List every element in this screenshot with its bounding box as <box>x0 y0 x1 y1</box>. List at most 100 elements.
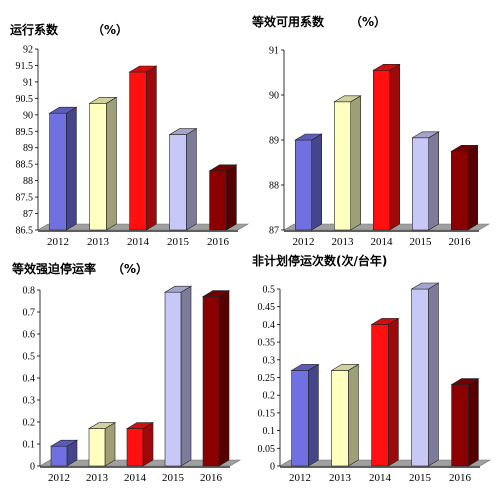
y-tick-label: 0.35 <box>258 338 276 349</box>
bar-top <box>450 378 480 385</box>
bar-front <box>49 112 67 231</box>
bar-2014 <box>125 422 155 467</box>
bar-2016 <box>208 164 238 231</box>
chart-floor-edge <box>38 230 238 232</box>
bar-side <box>428 282 439 467</box>
y-tick-label: 0.5 <box>23 352 36 363</box>
bar-side <box>142 422 154 467</box>
y-tick-label: 91.5 <box>16 61 34 72</box>
y-tick-label: 0.4 <box>263 320 276 331</box>
y-tick-label: 89 <box>269 136 279 147</box>
bar-front <box>451 150 468 231</box>
chart-floor-edge <box>40 466 230 468</box>
x-tick-label: 2015 <box>410 236 433 248</box>
bar-side <box>428 131 440 231</box>
bar-top <box>201 290 231 297</box>
x-tick-label: 2015 <box>167 236 190 248</box>
y-tick-label: 0.05 <box>258 444 276 455</box>
bar-top <box>333 95 362 103</box>
x-tick-label: 2016 <box>200 472 223 484</box>
bar-top <box>168 128 198 135</box>
y-tick-label: 90.5 <box>16 94 34 105</box>
chart-title: 等效强迫停运率 <box>11 261 96 276</box>
bar-2014 <box>372 63 401 231</box>
bar-top <box>370 318 400 325</box>
bar-front <box>373 69 390 231</box>
chart-title: 非计划停运次数(次/台年) <box>252 253 387 268</box>
y-tick-label: 88 <box>23 176 33 187</box>
bar-top <box>128 65 158 73</box>
bar-front <box>371 324 389 467</box>
chart-panel-4: 非计划停运次数(次/台年) 0 0.05 0.1 0.15 0.2 0.25 0.3 0.35 0… <box>252 253 492 484</box>
bar-top <box>49 439 79 447</box>
bar-side <box>218 290 230 467</box>
bar-top <box>330 364 360 371</box>
bar-front <box>164 291 182 467</box>
y-tick-label: 90 <box>269 91 279 102</box>
x-tick-label: 2013 <box>332 236 355 248</box>
bar-top <box>88 97 118 104</box>
y-tick-label: 0.1 <box>263 426 276 437</box>
chart-floor-edge <box>280 466 480 468</box>
y-tick-label: 0.45 <box>258 302 276 313</box>
x-tick-label: 2014 <box>124 472 147 484</box>
bar-front <box>126 428 144 467</box>
bar-side <box>348 363 359 467</box>
bar-side <box>308 363 319 467</box>
bar-2012 <box>290 363 320 467</box>
bar-2013 <box>88 96 118 231</box>
y-tick-label: 0.6 <box>23 330 36 341</box>
y-tick-label: 0.3 <box>23 396 36 407</box>
chart-panel-2: 等效可用系数 （%） 87 88 89 90 91 2012 2013 2014 2015 2016 <box>251 14 491 248</box>
bar-front <box>202 296 220 467</box>
bar-top <box>450 145 479 152</box>
bar-top <box>410 282 440 290</box>
x-tick-label: 2013 <box>87 236 110 248</box>
bar-top <box>125 422 155 429</box>
bar-side <box>146 65 157 231</box>
chart-unit: （%） <box>92 22 128 37</box>
y-tick-label: 86.5 <box>16 226 34 237</box>
bar-2013 <box>330 363 360 467</box>
chart-title: 等效可用系数 <box>251 14 325 29</box>
bar-front <box>291 370 309 467</box>
chart-unit: （%） <box>112 261 148 276</box>
y-tick-label: 92 <box>23 45 33 56</box>
bar-top <box>372 64 401 71</box>
y-tick-label: 0.3 <box>263 355 276 366</box>
x-tick-label: 2014 <box>127 236 150 248</box>
y-tick-label: 0 <box>270 462 275 473</box>
y-tick-label: 0.25 <box>258 373 276 384</box>
chart-floor-edge <box>284 230 479 232</box>
bar-side <box>388 317 399 467</box>
bar-side <box>106 96 117 231</box>
y-tick-label: 90 <box>23 110 33 121</box>
bar-front <box>411 288 429 467</box>
bar-2013 <box>333 95 362 231</box>
bar-top <box>87 422 117 429</box>
bar-side <box>311 133 323 231</box>
bar-front <box>331 370 349 467</box>
bar-top <box>48 106 78 114</box>
bar-2016 <box>450 144 479 231</box>
bar-front <box>209 170 227 231</box>
bar-2012 <box>48 106 78 231</box>
bar-2013 <box>87 422 117 467</box>
y-tick-label: 91 <box>269 46 279 57</box>
x-tick-label: 2012 <box>289 472 311 484</box>
bar-front <box>412 137 429 231</box>
bar-side <box>389 63 401 231</box>
x-tick-label: 2013 <box>329 472 352 484</box>
chart-panel-1: 运行系数 （%） 86.5 87 87.5 88 88.5 89 89.5 90 90.5 91 91.… <box>10 22 250 248</box>
bar-2012 <box>294 133 323 231</box>
bar-top <box>294 133 323 141</box>
x-tick-label: 2016 <box>449 236 472 248</box>
y-tick-label: 88 <box>269 181 279 192</box>
bar-2015 <box>410 282 440 467</box>
bar-top <box>411 131 440 139</box>
bar-side <box>226 164 237 231</box>
y-tick-label: 91 <box>23 77 33 88</box>
bar-front <box>88 428 106 467</box>
bar-front <box>169 134 187 231</box>
y-tick-label: 0.2 <box>23 418 36 429</box>
